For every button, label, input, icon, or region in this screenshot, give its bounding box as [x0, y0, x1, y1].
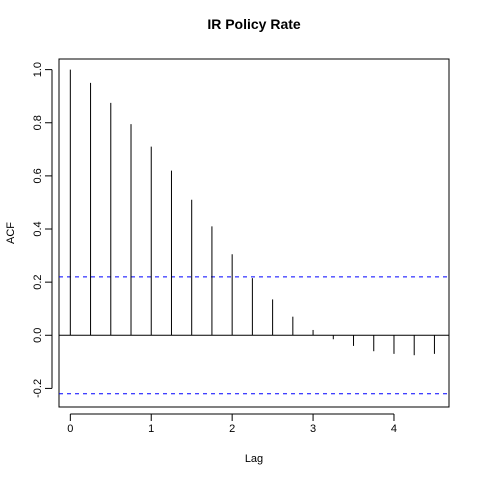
y-tick-label: 0.4 — [32, 221, 44, 236]
x-tick-label: 4 — [391, 423, 397, 435]
chart-title: IR Policy Rate — [207, 16, 301, 32]
plot-frame — [58, 58, 450, 408]
x-axis-label: Lag — [245, 453, 263, 465]
y-tick-label: 1.0 — [32, 62, 44, 77]
y-axis-label: ACF — [5, 222, 17, 244]
x-tick-label: 2 — [229, 423, 235, 435]
x-tick-label: 0 — [67, 423, 73, 435]
y-tick-label: 0.2 — [32, 274, 44, 289]
y-tick-label: 0.8 — [32, 115, 44, 130]
x-tick-label: 1 — [148, 423, 154, 435]
x-axis: 0 1 2 3 4 — [67, 413, 397, 435]
y-tick-label: -0.2 — [32, 379, 44, 398]
y-tick-label: 0.0 — [32, 328, 44, 343]
acf-bars — [69, 69, 435, 356]
y-axis: -0.2 0.0 0.2 0.4 0.6 0.8 1.0 — [32, 62, 53, 398]
y-tick-label: 0.6 — [32, 168, 44, 183]
reference-lines — [59, 276, 449, 395]
x-tick-label: 3 — [310, 423, 316, 435]
